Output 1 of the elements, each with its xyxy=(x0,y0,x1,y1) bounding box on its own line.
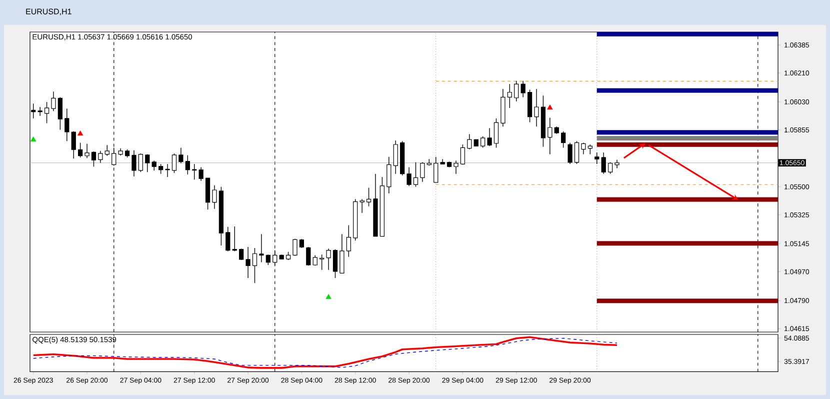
chart-title: EURUSD,H1 xyxy=(26,8,72,16)
